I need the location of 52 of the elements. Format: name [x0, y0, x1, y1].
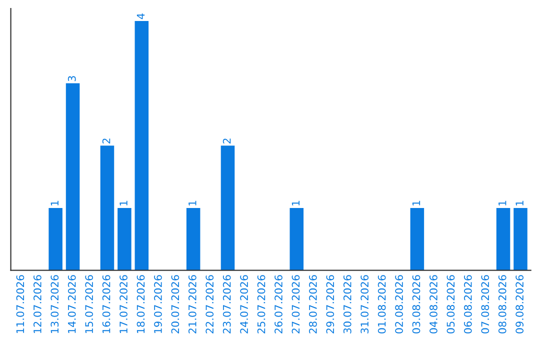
x-tick-label: 26.07.2026	[274, 275, 282, 334]
bar	[100, 146, 114, 270]
bar	[118, 208, 132, 270]
x-tick-label: 12.07.2026	[33, 275, 42, 333]
x-tick-label: 16.07.2026	[102, 275, 110, 333]
bar	[496, 208, 510, 270]
x-tick-label: 11.07.2026	[16, 275, 24, 333]
x-tick-label: 14.07.2026	[68, 275, 76, 333]
x-tick-label: 01.08.2026	[378, 275, 386, 334]
x-tick-label: 18.07.2026	[136, 275, 145, 333]
bar	[410, 208, 424, 270]
x-tick-label: 03.08.2026	[412, 275, 420, 334]
bar	[48, 208, 62, 270]
x-tick-label: 28.07.2026	[309, 275, 317, 334]
bar	[186, 208, 200, 270]
x-tick-label: 23.07.2026	[222, 275, 231, 334]
x-tick-label: 25.07.2026	[257, 275, 266, 334]
x-tick-label: 05.08.2026	[446, 275, 455, 334]
data-label: 3	[68, 76, 76, 82]
data-label: 1	[498, 200, 506, 206]
x-tick-label: 15.07.2026	[85, 275, 94, 333]
x-tick-label: 21.07.2026	[188, 275, 196, 334]
bar	[514, 208, 528, 270]
x-tick-label: 08.08.2026	[498, 275, 506, 334]
data-label: 4	[136, 14, 145, 20]
data-label: 1	[292, 200, 300, 206]
x-tick-label: 07.08.2026	[481, 275, 490, 334]
x-tick-label: 27.07.2026	[292, 275, 300, 334]
x-tick-label: 17.07.2026	[120, 275, 128, 333]
x-tick-label: 22.07.2026	[206, 275, 214, 334]
x-tick-label: 29.07.2026	[326, 275, 334, 334]
x-tick-label: 30.07.2026	[343, 275, 352, 334]
bar	[134, 20, 149, 270]
data-label: 1	[188, 200, 196, 206]
x-tick-label: 09.08.2026	[516, 275, 524, 334]
data-label: 2	[102, 138, 110, 144]
x-tick-label: 19.07.2026	[154, 275, 162, 333]
x-tick-label: 06.08.2026	[464, 275, 472, 334]
x-tick-label: 24.07.2026	[240, 275, 248, 334]
data-label: 1	[50, 200, 58, 206]
bar	[66, 83, 80, 270]
x-tick-label: 31.07.2026	[360, 275, 369, 334]
bar	[220, 146, 235, 270]
bar	[290, 208, 304, 270]
x-tick-label: 13.07.2026	[50, 275, 59, 333]
data-label: 1	[412, 200, 420, 206]
data-label: 1	[516, 200, 524, 206]
data-label: 2	[222, 138, 231, 144]
x-tick-label: 02.08.2026	[395, 275, 403, 334]
data-label: 1	[120, 200, 128, 206]
x-tick-label: 04.08.2026	[430, 275, 438, 334]
x-tick-label: 20.07.2026	[171, 275, 180, 334]
